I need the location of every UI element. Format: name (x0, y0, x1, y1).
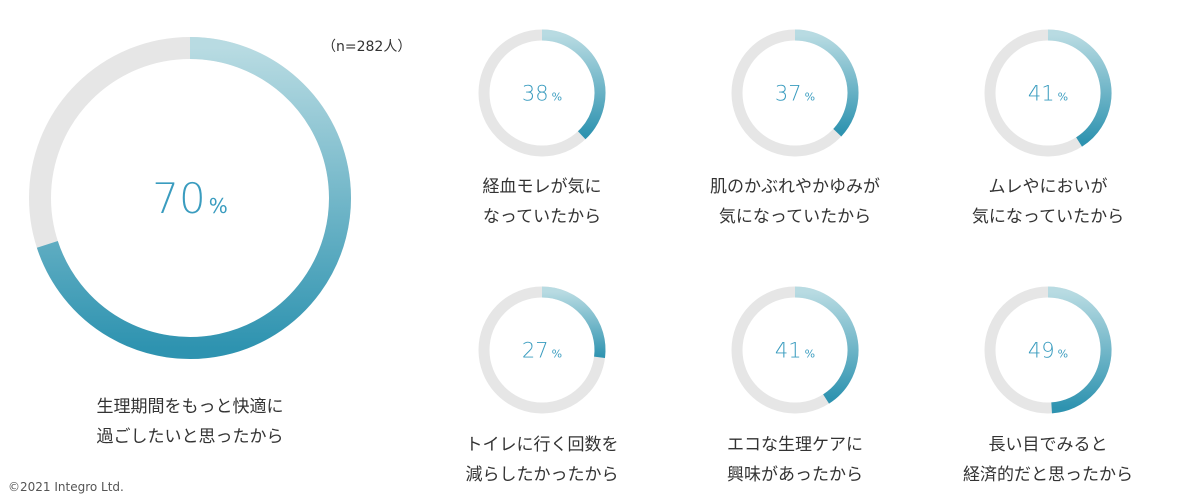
donut-value-arc (541, 29, 606, 140)
value-unit: % (552, 348, 562, 361)
caption-line: 肌のかぶれやかゆみが (710, 177, 880, 197)
caption-line: 長い目でみると (988, 435, 1108, 455)
donut-value-label: 41% (775, 339, 815, 363)
value-unit: % (552, 91, 562, 104)
value-unit: % (209, 194, 228, 218)
donut-value-arc (794, 286, 859, 404)
value-number: 41 (1028, 82, 1055, 106)
donut-r5: 41% (731, 286, 859, 414)
caption-line: ムレやにおいが (988, 177, 1108, 197)
caption-line: 気になっていたから (718, 207, 872, 227)
caption-line: 経済的だと思ったから (963, 465, 1133, 485)
value-unit: % (805, 91, 815, 104)
value-number: 49 (1028, 339, 1055, 363)
caption-r2: 肌のかぶれやかゆみが 気になっていたから (685, 172, 905, 232)
donut-main: 70% (29, 37, 351, 359)
caption-line: 興味があったから (727, 465, 863, 485)
caption-r4: トイレに行く回数を 減らしたかったから (432, 430, 652, 490)
caption-r5: エコな生理ケアに 興味があったから (685, 430, 905, 490)
caption-line: 減らしたかったから (465, 465, 619, 485)
value-number: 41 (775, 339, 802, 363)
donut-value-label: 41% (1028, 82, 1068, 106)
caption-r6: 長い目でみると 経済的だと思ったから (938, 430, 1158, 490)
donut-r2: 37% (731, 29, 859, 157)
donut-value-label: 27% (522, 339, 562, 363)
donut-r3: 41% (984, 29, 1112, 157)
caption-line: 気になっていたから (971, 207, 1125, 227)
value-unit: % (805, 348, 815, 361)
caption-line: なっていたから (482, 207, 602, 227)
caption-r1: 経血モレが気に なっていたから (432, 172, 652, 232)
donut-value-label: 70% (152, 174, 227, 223)
donut-value-label: 37% (775, 82, 815, 106)
caption-line: エコな生理ケアに (727, 435, 863, 455)
donut-r6: 49% (984, 286, 1112, 414)
value-number: 38 (522, 82, 549, 106)
value-number: 27 (522, 339, 549, 363)
value-number: 70 (152, 174, 205, 223)
donut-value-label: 38% (522, 82, 562, 106)
value-unit: % (1058, 348, 1068, 361)
caption-line: 生理期間をもっと快適に (96, 397, 284, 417)
caption-r3: ムレやにおいが 気になっていたから (938, 172, 1158, 232)
copyright-text: ©2021 Integro Ltd. (8, 480, 124, 494)
sample-size-note: （n=282人） (322, 39, 412, 55)
donut-value-arc (1047, 286, 1112, 414)
donut-value-label: 49% (1028, 339, 1068, 363)
donut-value-arc (794, 29, 859, 137)
caption-line: トイレに行く回数を (465, 435, 619, 455)
value-number: 37 (775, 82, 802, 106)
donut-value-arc (36, 37, 351, 359)
donut-r4: 27% (478, 286, 606, 414)
donut-value-arc (541, 286, 606, 358)
value-unit: % (1058, 91, 1068, 104)
donut-value-arc (1047, 29, 1112, 147)
caption-main: 生理期間をもっと快適に 過ごしたいと思ったから (60, 392, 320, 452)
caption-line: 過ごしたいと思ったから (96, 427, 284, 447)
caption-line: 経血モレが気に (482, 177, 602, 197)
donut-r1: 38% (478, 29, 606, 157)
